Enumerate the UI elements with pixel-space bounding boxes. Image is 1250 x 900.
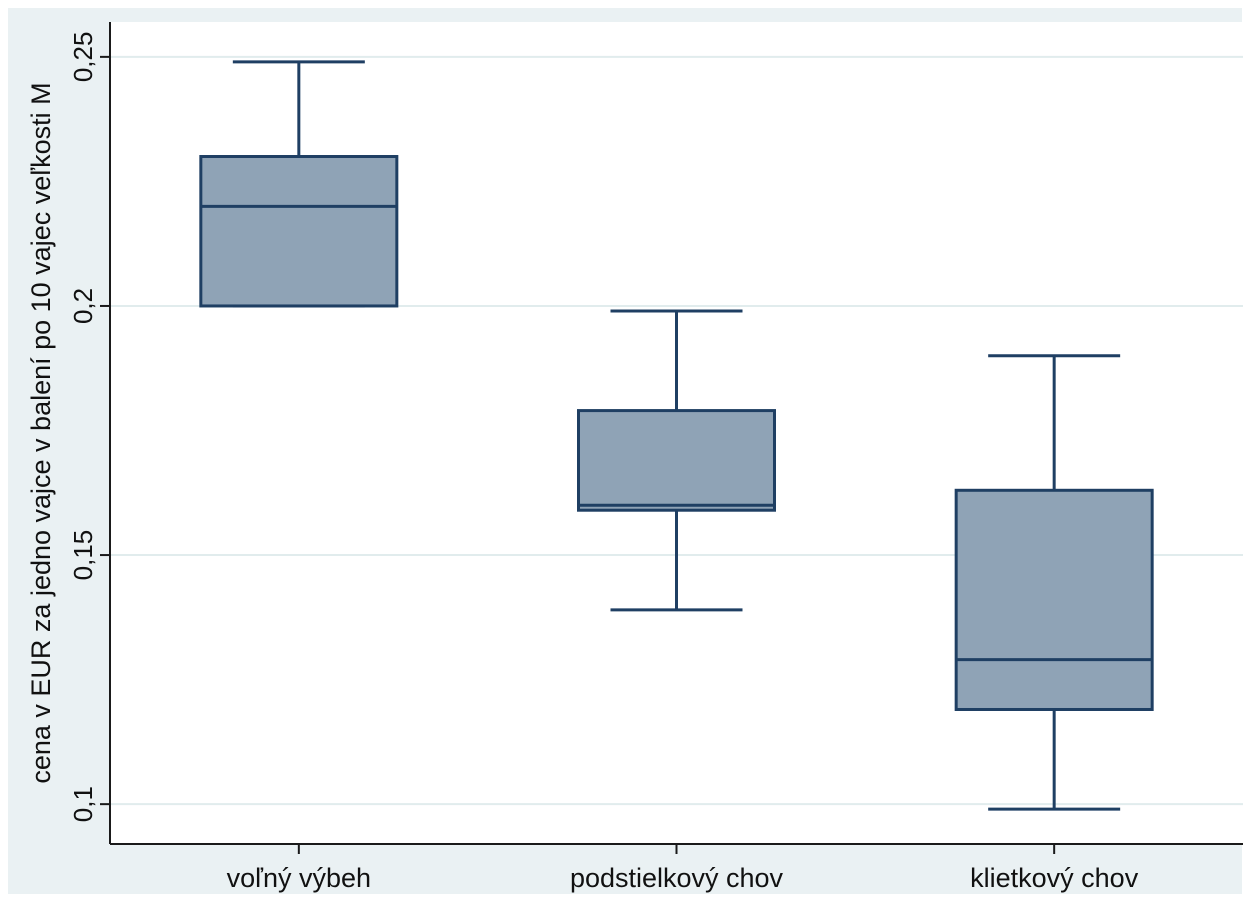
box-iqr bbox=[199, 155, 399, 308]
box-iqr bbox=[577, 409, 776, 512]
axes-layer bbox=[100, 22, 1243, 854]
y-tick-label: 0,1 bbox=[68, 786, 98, 822]
x-category-label: klietkový chov bbox=[970, 863, 1139, 893]
y-tick-labels: 0,1 0,15 0,2 0,25 bbox=[68, 32, 98, 823]
box-group bbox=[954, 354, 1154, 811]
x-category-labels: voľný výbeh podstielkový chov klietkový ch… bbox=[227, 863, 1139, 893]
box-iqr bbox=[954, 488, 1154, 711]
x-category-label: podstielkový chov bbox=[570, 863, 784, 893]
box-group bbox=[577, 309, 776, 612]
y-axis-title: cena v EUR za jedno vajce v balení po 10… bbox=[26, 82, 56, 783]
y-tick-label: 0,25 bbox=[68, 32, 98, 83]
y-tick-label: 0,15 bbox=[68, 530, 98, 581]
boxes-layer bbox=[199, 60, 1154, 811]
box-group bbox=[199, 60, 399, 308]
y-tick-label: 0,2 bbox=[68, 288, 98, 324]
x-category-label: voľný výbeh bbox=[227, 863, 371, 893]
